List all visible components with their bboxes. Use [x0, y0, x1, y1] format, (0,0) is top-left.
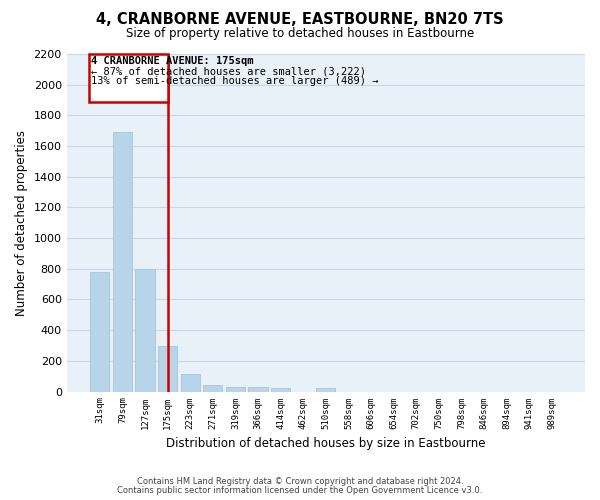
Text: Contains HM Land Registry data © Crown copyright and database right 2024.: Contains HM Land Registry data © Crown c… [137, 477, 463, 486]
Text: Contains public sector information licensed under the Open Government Licence v3: Contains public sector information licen… [118, 486, 482, 495]
Y-axis label: Number of detached properties: Number of detached properties [15, 130, 28, 316]
Bar [271, 388, 290, 392]
Text: Size of property relative to detached houses in Eastbourne: Size of property relative to detached ho… [126, 28, 474, 40]
Bar [113, 132, 132, 392]
Bar [90, 272, 109, 392]
X-axis label: Distribution of detached houses by size in Eastbourne: Distribution of detached houses by size … [166, 437, 485, 450]
Bar [181, 374, 200, 392]
Bar [203, 386, 223, 392]
Text: 4, CRANBORNE AVENUE, EASTBOURNE, BN20 7TS: 4, CRANBORNE AVENUE, EASTBOURNE, BN20 7T… [96, 12, 504, 28]
Text: 4 CRANBORNE AVENUE: 175sqm: 4 CRANBORNE AVENUE: 175sqm [91, 56, 253, 66]
Bar [316, 388, 335, 392]
Text: 13% of semi-detached houses are larger (489) →: 13% of semi-detached houses are larger (… [91, 76, 378, 86]
Bar [226, 387, 245, 392]
Bar [136, 269, 155, 392]
Text: ← 87% of detached houses are smaller (3,222): ← 87% of detached houses are smaller (3,… [91, 66, 366, 76]
Bar [248, 387, 268, 392]
FancyBboxPatch shape [89, 54, 167, 102]
Bar [158, 346, 177, 392]
